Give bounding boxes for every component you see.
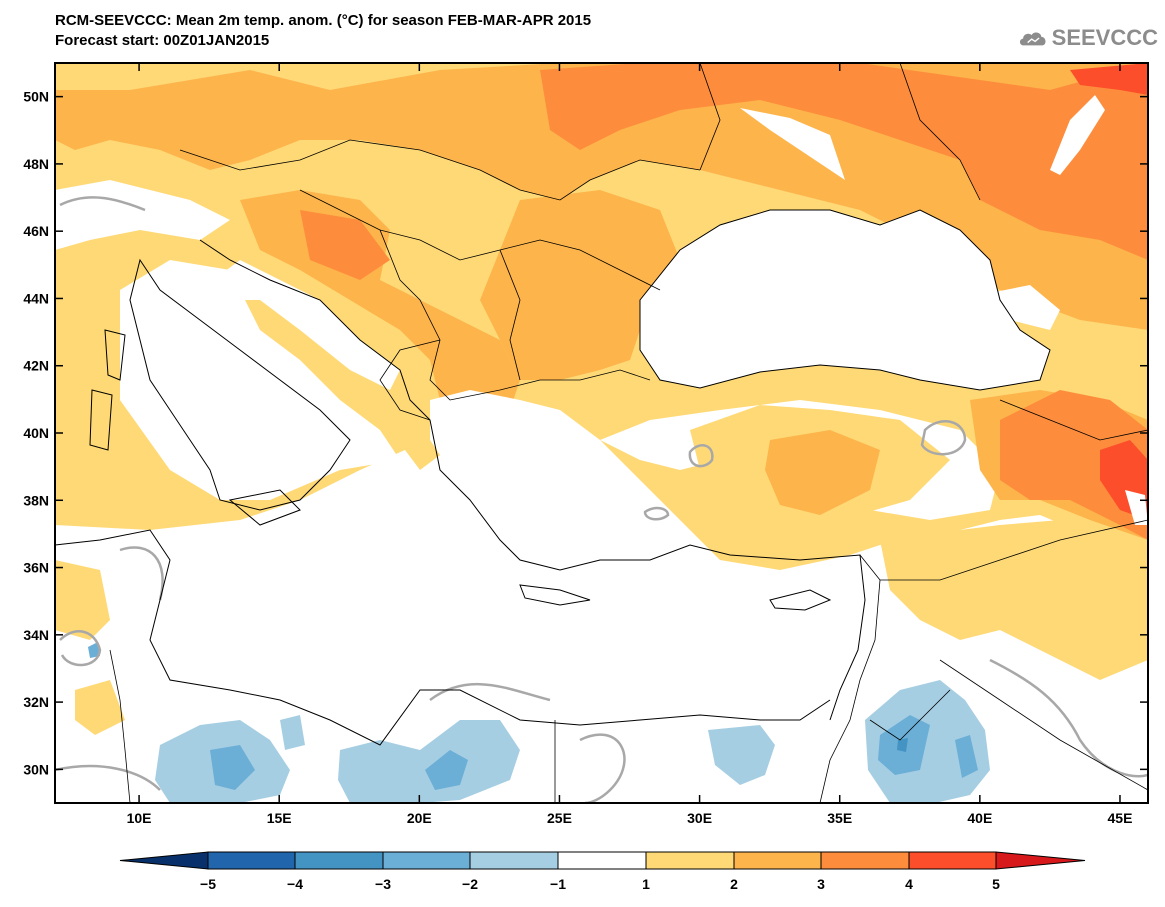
colorbar-segment bbox=[557, 851, 647, 870]
colorbar-segment bbox=[294, 851, 384, 870]
colorbar-label: −5 bbox=[200, 876, 216, 892]
lon-tick-label: 45E bbox=[1108, 810, 1133, 826]
colorbar-segment bbox=[908, 851, 997, 870]
anomaly-neg-2-3-libya-west bbox=[210, 745, 255, 790]
colorbar-label: 4 bbox=[905, 876, 913, 892]
lat-tick-label: 46N bbox=[23, 223, 49, 239]
anomaly-2-3-romania bbox=[480, 190, 680, 380]
colorbar-label: 3 bbox=[817, 876, 825, 892]
colorbar-segment bbox=[645, 851, 735, 870]
anomaly-neg-small-tunisia bbox=[88, 642, 100, 658]
colorbar-label: −3 bbox=[375, 876, 391, 892]
lat-tick-label: 34N bbox=[23, 627, 49, 643]
contour-turkey-w bbox=[688, 444, 714, 468]
lat-tick-label: 50N bbox=[23, 89, 49, 105]
anomaly-4-5-russia bbox=[1070, 63, 1148, 95]
map-title: RCM-SEEVCCC: Mean 2m temp. anom. (°C) fo… bbox=[55, 12, 592, 29]
anomaly-1-2-levant bbox=[880, 520, 1148, 680]
anomaly-2-3-anatolia bbox=[765, 430, 880, 515]
anomaly-neg-2-3-libya-east bbox=[425, 750, 468, 790]
contour-egypt bbox=[579, 733, 626, 803]
lon-tick-label: 40E bbox=[967, 810, 992, 826]
lat-tick-label: 36N bbox=[23, 560, 49, 576]
contour-anatolia bbox=[920, 420, 967, 456]
anomaly-1-2-sahara bbox=[75, 680, 125, 735]
colorbar-segment bbox=[820, 851, 910, 870]
map-field bbox=[55, 63, 1148, 803]
colorbar-segment bbox=[382, 851, 471, 870]
lon-tick-label: 15E bbox=[267, 810, 292, 826]
colorbar: −5 −4 −3 −2 −1 1 2 3 4 5 bbox=[119, 851, 1086, 892]
black-sea bbox=[640, 210, 1050, 390]
colorbar-segment bbox=[733, 851, 822, 870]
adriatic-sea bbox=[200, 260, 400, 390]
forecast-start-label: Forecast start: 00Z01JAN2015 bbox=[55, 32, 270, 49]
colorbar-label: −1 bbox=[550, 876, 566, 892]
anomaly-3-4-croatia bbox=[300, 210, 390, 280]
lon-tick-label: 20E bbox=[407, 810, 432, 826]
lon-tick-label: 10E bbox=[127, 810, 152, 826]
lat-tick-label: 30N bbox=[23, 761, 49, 777]
gap-russia bbox=[1050, 95, 1105, 175]
neutral-anomaly-south bbox=[55, 430, 1148, 803]
contour-alps bbox=[59, 196, 146, 212]
country-borders bbox=[109, 63, 1148, 803]
lat-tick-label: 40N bbox=[23, 425, 49, 441]
anomaly-neg-3-4-arabia bbox=[897, 738, 908, 752]
gap-armenia bbox=[1125, 490, 1148, 525]
colorbar-label: −2 bbox=[462, 876, 478, 892]
axis-ticks: 10E 15E 20E 25E 30E 35E 40E 45E 30N 32N 34N 36N 38N 4… bbox=[23, 63, 1148, 826]
anomaly-neg-2-3-arabia-b bbox=[955, 735, 978, 778]
lon-tick-label: 30E bbox=[687, 810, 712, 826]
lat-tick-label: 44N bbox=[23, 290, 49, 306]
coastlines bbox=[55, 209, 1051, 746]
contour-sahara bbox=[55, 764, 161, 791]
colorbar-segment bbox=[119, 851, 209, 870]
gap-ukraine-a bbox=[740, 108, 845, 180]
colorbar-segment bbox=[995, 851, 1086, 870]
lat-tick-label: 48N bbox=[23, 156, 49, 172]
colorbar-label: −4 bbox=[287, 876, 303, 892]
contour-tunisia bbox=[59, 630, 102, 667]
contour-arabia bbox=[989, 658, 1148, 778]
gap-caucasus bbox=[980, 285, 1060, 330]
colorbar-label: 1 bbox=[642, 876, 650, 892]
lon-tick-label: 25E bbox=[547, 810, 572, 826]
logo-text: SEEVCCC bbox=[1051, 25, 1158, 50]
colorbar-label: 2 bbox=[730, 876, 738, 892]
contour-turkey-sw bbox=[643, 506, 670, 521]
contour-algeria bbox=[119, 546, 164, 601]
lat-tick-label: 42N bbox=[23, 358, 49, 374]
colorbar-segment bbox=[469, 851, 559, 870]
cloud-icon bbox=[1019, 32, 1046, 46]
aegean-sea bbox=[430, 390, 680, 570]
anomaly-3-4-north bbox=[540, 63, 1148, 260]
anomaly-3-4-caucasus bbox=[1000, 390, 1148, 540]
seevccc-logo: SEEVCCC bbox=[1018, 22, 1158, 54]
anomaly-neg-1-2-small bbox=[280, 715, 305, 750]
colorbar-label: 5 bbox=[992, 876, 1000, 892]
contour-libya bbox=[429, 682, 551, 702]
lat-tick-label: 38N bbox=[23, 492, 49, 508]
anomaly-neg-1-2-egypt bbox=[708, 725, 775, 785]
lat-tick-label: 32N bbox=[23, 694, 49, 710]
lon-tick-label: 35E bbox=[827, 810, 852, 826]
anomaly-1-2-tunisia bbox=[55, 560, 110, 640]
anomaly-neg-1-2-libya-east bbox=[338, 720, 520, 803]
colorbar-segment bbox=[207, 851, 296, 870]
